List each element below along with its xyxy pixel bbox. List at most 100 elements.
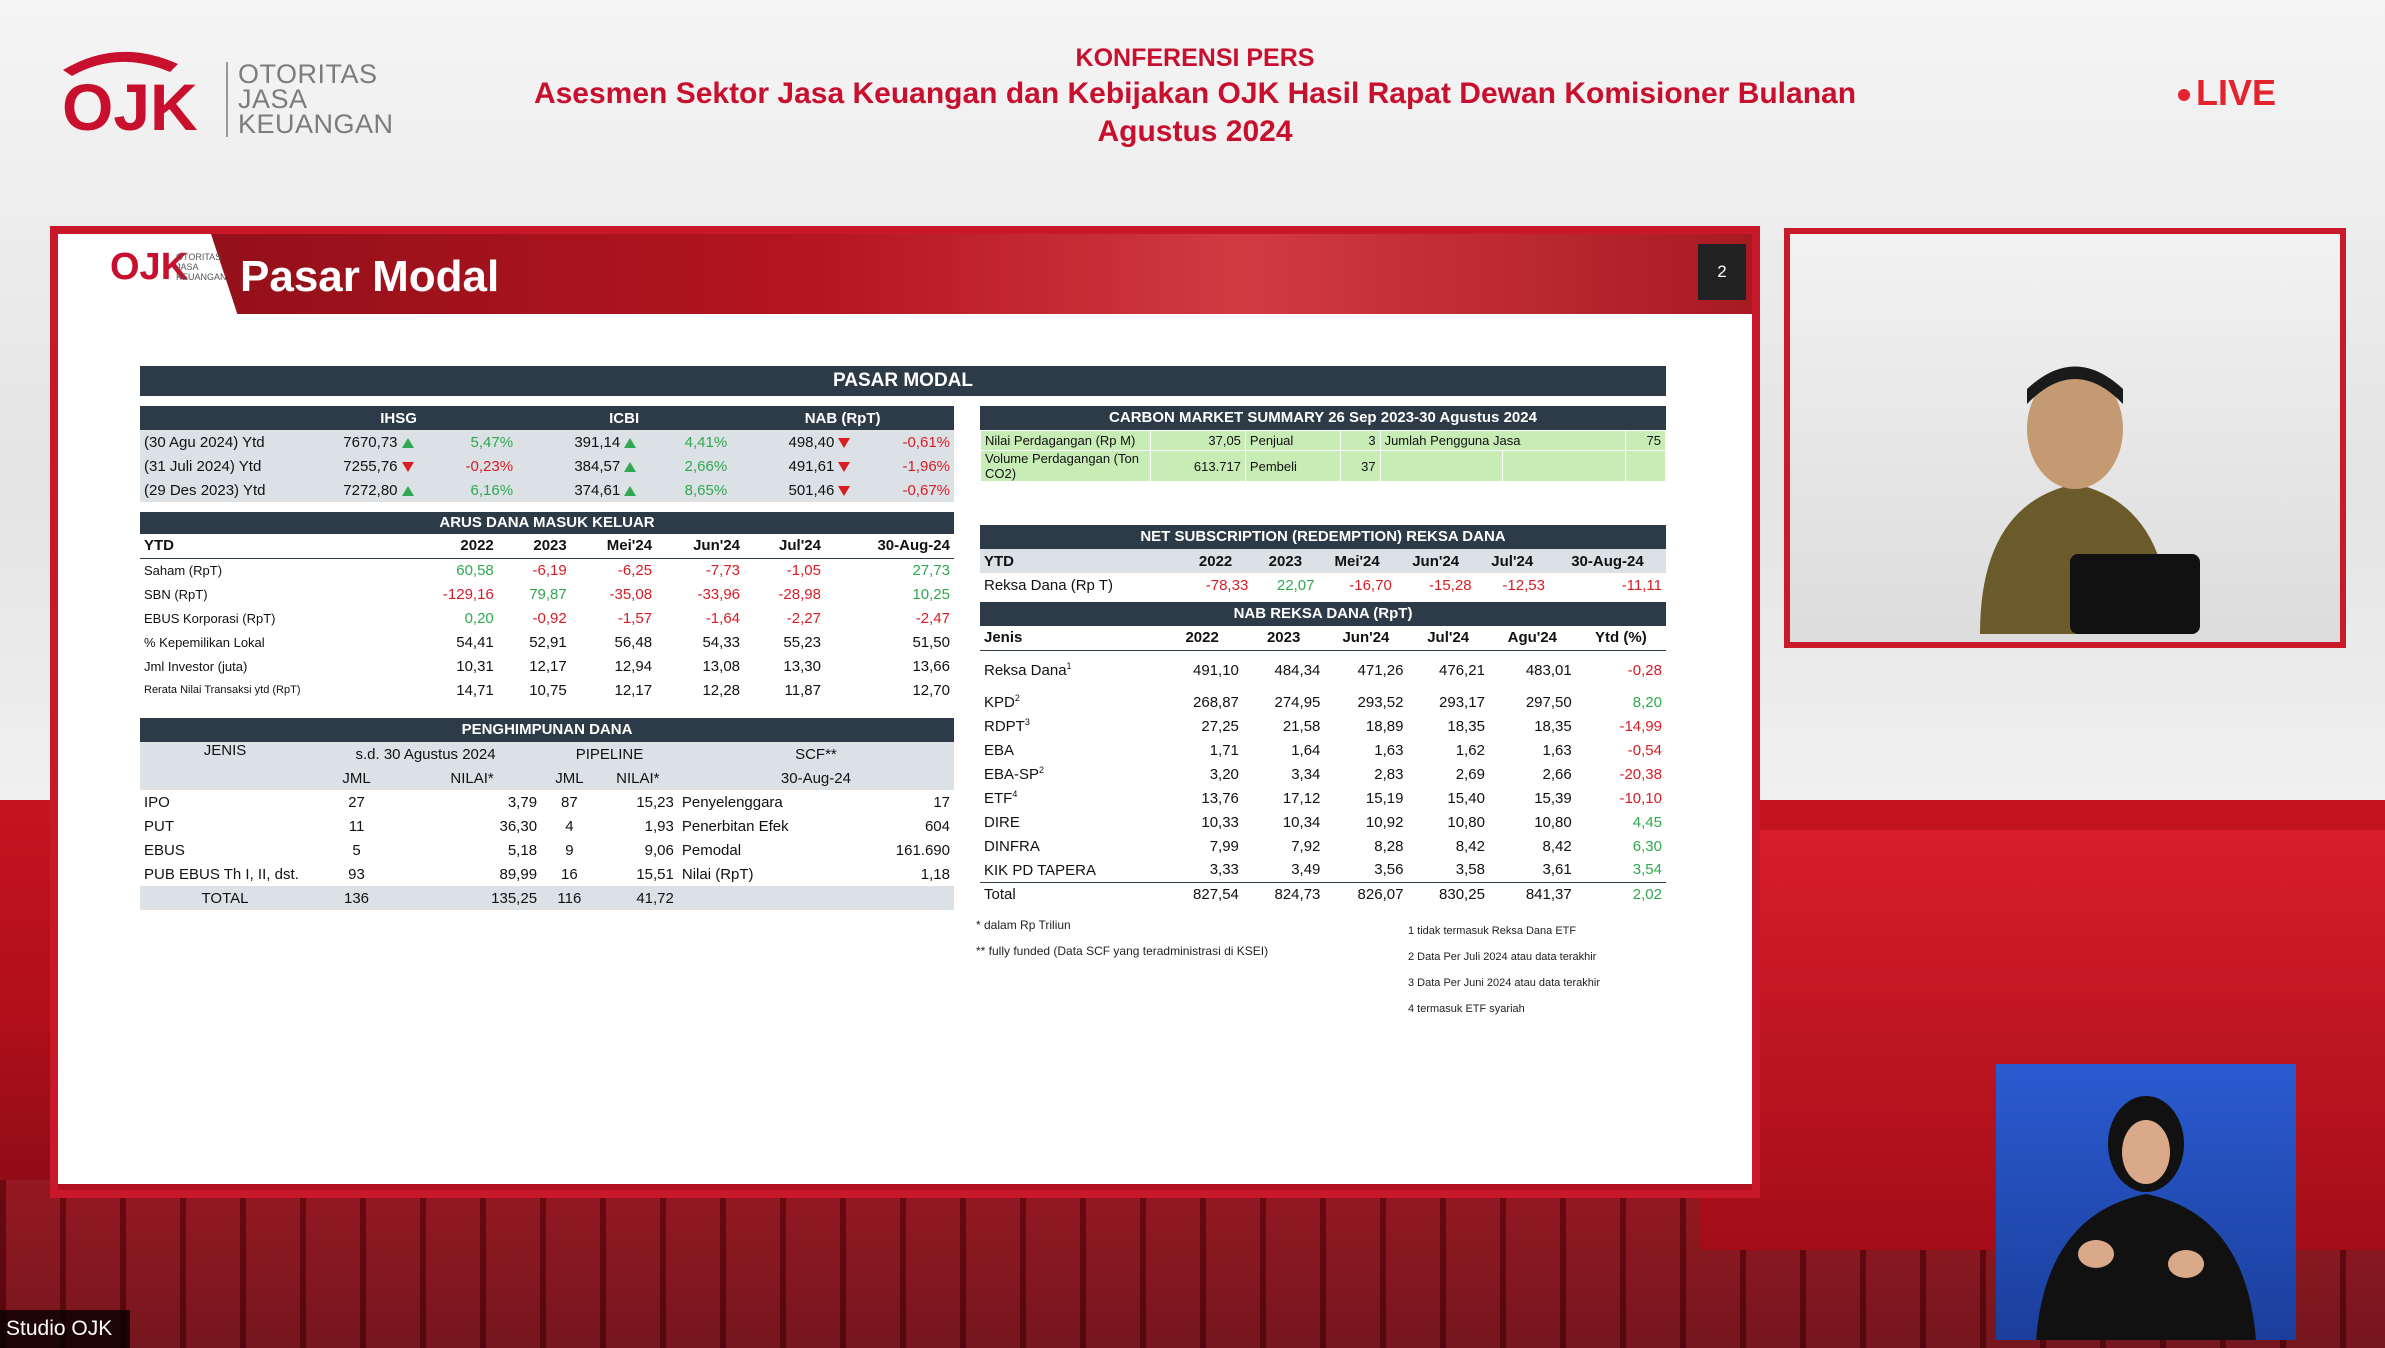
live-dot-icon — [2178, 89, 2190, 102]
arus-cell: -6,25 — [617, 561, 653, 579]
netsub-col: 2023 — [1268, 552, 1303, 570]
slide-footer-bar — [58, 1184, 1752, 1190]
nab-title: NAB REKSA DANA (RpT) — [980, 602, 1666, 626]
ihsg-pct: -0,23% — [465, 457, 514, 475]
nab-cell: 471,26 — [1357, 661, 1404, 679]
slide-logo: OJK — [110, 246, 189, 288]
penghimpunan-cell: 1,93 — [644, 817, 674, 835]
arus-cell: 56,48 — [614, 633, 653, 651]
slide-title: Pasar Modal — [240, 252, 500, 301]
nab-cell: 3,20 — [1209, 765, 1239, 783]
arus-row: EBUS Korporasi (RpT) 0,20 -0,92 -1,57 -1,64 -… — [140, 606, 954, 630]
nab-cell: 268,87 — [1193, 693, 1239, 711]
penghimpunan-row: PUB EBUS Th I, II, dst. 93 89,99 16 15,51 Nil… — [140, 862, 954, 886]
icbi-value: 391,14 — [517, 430, 644, 454]
penghimpunan-dana-table: PENGHIMPUNAN DANA JENIS s.d. 30 Agustus … — [140, 718, 954, 910]
nab-cell: 1,64 — [1291, 741, 1321, 759]
header-subtitle: Asesmen Sektor Jasa Keuangan dan Kebijak… — [533, 77, 1857, 110]
netsub-col: YTD — [984, 552, 1014, 570]
arus-cell: 54,41 — [456, 633, 494, 651]
arus-cell: 10,75 — [529, 681, 567, 699]
slide-header: OJK OTORITAS JASA KEUANGAN Pasar Modal 2 — [58, 234, 1752, 316]
col-pipeline: PIPELINE — [575, 745, 644, 763]
arus-dana-table: ARUS DANA MASUK KELUAR YTD 2022 2023 Mei'24… — [140, 512, 954, 702]
market-row-label: (31 Juli 2024) Ytd — [144, 457, 262, 475]
svg-text:OJK: OJK — [62, 70, 198, 137]
col-icbi: ICBI — [517, 406, 732, 430]
interpreter-video — [2036, 1096, 2256, 1340]
penghimpunan-cell: Nilai (RpT) — [681, 865, 754, 883]
nab-value: 501,46 — [731, 478, 858, 502]
arus-cell: -6,19 — [532, 561, 567, 579]
nab-cell: 293,17 — [1439, 693, 1485, 711]
arus-cell: 14,71 — [456, 681, 494, 699]
nab-cell: 8,20 — [1632, 693, 1662, 711]
nab-cell: 483,01 — [1525, 661, 1572, 679]
netsub-col: Jul'24 — [1491, 552, 1534, 570]
col-jenis: JENIS — [203, 742, 247, 759]
carbon-row-2: Volume Perdagangan (Ton CO2) 613.717 Pem… — [980, 450, 1666, 482]
arus-row: % Kepemilikan Lokal 54,41 52,91 56,48 54,33 5… — [140, 630, 954, 654]
market-row-label: (29 Des 2023) Ytd — [144, 481, 266, 499]
slide-page-number: 2 — [1698, 244, 1746, 300]
nab-cell: 3,33 — [1209, 861, 1239, 879]
arus-cell: 13,66 — [912, 657, 950, 675]
penghimpunan-cell: 9,06 — [644, 841, 674, 859]
market-index-table: IHSG ICBI NAB (RpT) (30 Agu 2024) Ytd 767… — [140, 406, 954, 502]
nab-col: Jenis — [984, 629, 1023, 647]
arrow-up-icon — [401, 437, 414, 448]
arus-cell: -28,98 — [778, 585, 821, 603]
note-left-1: * dalam Rp Triliun — [976, 918, 1071, 932]
arus-cell: 79,87 — [529, 585, 567, 603]
nab-col: Agu'24 — [1507, 629, 1558, 647]
penghimpunan-cell: EBUS — [144, 841, 185, 859]
arus-row-label: EBUS Korporasi (RpT) — [144, 610, 276, 626]
arrow-down-icon — [401, 461, 414, 472]
presentation-slide: OJK OTORITAS JASA KEUANGAN Pasar Modal 2… — [58, 234, 1752, 1190]
penghimpunan-cell: 15,23 — [636, 793, 674, 811]
nab-total-cell: 824,73 — [1274, 885, 1321, 903]
arus-cell: -2,27 — [786, 609, 821, 627]
arrow-down-icon — [838, 485, 851, 496]
nab-row: EBA 1,71 1,64 1,63 1,62 1,63 -0,54 — [980, 738, 1666, 762]
nab-col: Ytd (%) — [1595, 629, 1647, 647]
icbi-value: 384,57 — [517, 454, 644, 478]
arus-cell: 12,70 — [912, 681, 950, 699]
arus-row-label: Jml Investor (juta) — [144, 658, 248, 674]
sub-jml: JML — [342, 769, 371, 787]
nab-cell: -10,10 — [1619, 789, 1662, 807]
icbi-pct: 4,41% — [684, 433, 728, 451]
nab-cell: 4,45 — [1632, 813, 1662, 831]
nab-col: Jun'24 — [1342, 629, 1390, 647]
netsub-cell: -15,28 — [1429, 576, 1472, 594]
ihsg-value: 7272,80 — [280, 478, 422, 502]
header-period: Agustus 2024 — [1097, 115, 1293, 148]
nab-cell: 10,80 — [1534, 813, 1572, 831]
arus-col: Jul'24 — [779, 537, 821, 555]
penghimpunan-cell: Penerbitan Efek — [681, 817, 789, 835]
icbi-pct: 8,65% — [684, 481, 728, 499]
ojk-logo-icon: OJK — [62, 51, 198, 137]
nab-cell: 484,34 — [1274, 661, 1321, 679]
sub-pjml: JML — [555, 769, 584, 787]
netsub-cell: -78,33 — [1205, 576, 1249, 594]
col-scf: SCF** — [795, 745, 837, 763]
arus-cell: -7,73 — [705, 561, 741, 579]
penghimpunan-cell: Pemodal — [681, 841, 742, 859]
nab-cell: 17,12 — [1282, 789, 1321, 807]
arus-cell: 12,17 — [614, 681, 653, 699]
arus-cell: 13,30 — [783, 657, 821, 675]
netsub-cell: 22,07 — [1276, 576, 1315, 594]
nab-cell: 21,58 — [1282, 717, 1321, 735]
net-subscription-table: NET SUBSCRIPTION (REDEMPTION) REKSA DANA… — [980, 525, 1666, 597]
nab-total-cell: 2,02 — [1632, 885, 1662, 903]
penghimpunan-cell: 87 — [561, 793, 578, 811]
arus-cell: 12,28 — [702, 681, 741, 699]
penghimpunan-cell: 15,51 — [636, 865, 674, 883]
nab-cell: 10,34 — [1282, 813, 1321, 831]
nab-cell: 2,69 — [1455, 765, 1485, 783]
nab-cell: 8,42 — [1455, 837, 1485, 855]
slide-logo-text: OTORITAS JASA KEUANGAN — [176, 252, 227, 282]
nab-cell: 15,39 — [1534, 789, 1572, 807]
arus-cell: 60,58 — [456, 561, 494, 579]
